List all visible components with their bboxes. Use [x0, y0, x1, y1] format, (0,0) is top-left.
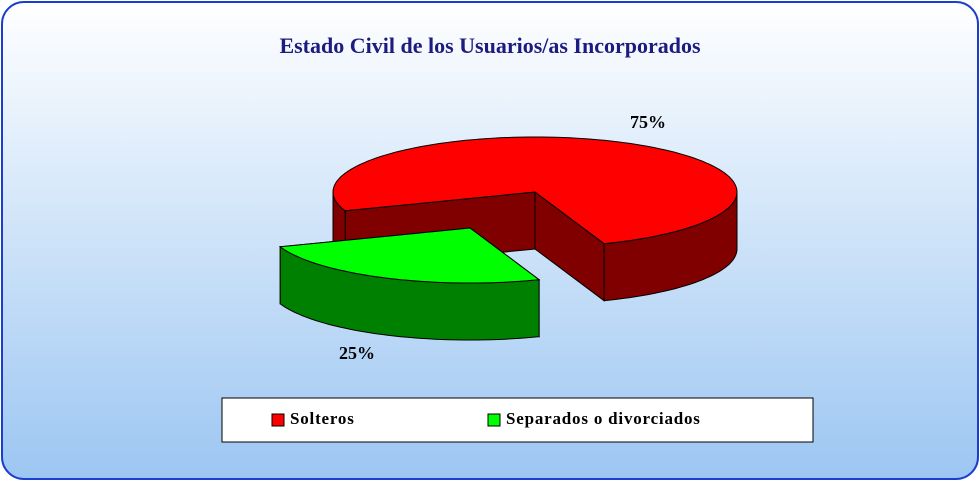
legend-label: Separados o divorciados: [506, 409, 701, 428]
slice: [278, 227, 541, 284]
data-label: 25%: [339, 343, 375, 363]
legend-label: Solteros: [290, 409, 355, 428]
data-label: 75%: [630, 112, 666, 132]
slice: [332, 136, 738, 245]
chart-title: Estado Civil de los Usuarios/as Incorpor…: [279, 33, 701, 58]
legend: Solteros Separados o divorciados: [271, 409, 701, 428]
legend-swatch: [487, 413, 501, 427]
legend-box: [221, 397, 814, 443]
legend-swatch: [271, 413, 285, 427]
pie: 75% 25%: [278, 112, 738, 363]
